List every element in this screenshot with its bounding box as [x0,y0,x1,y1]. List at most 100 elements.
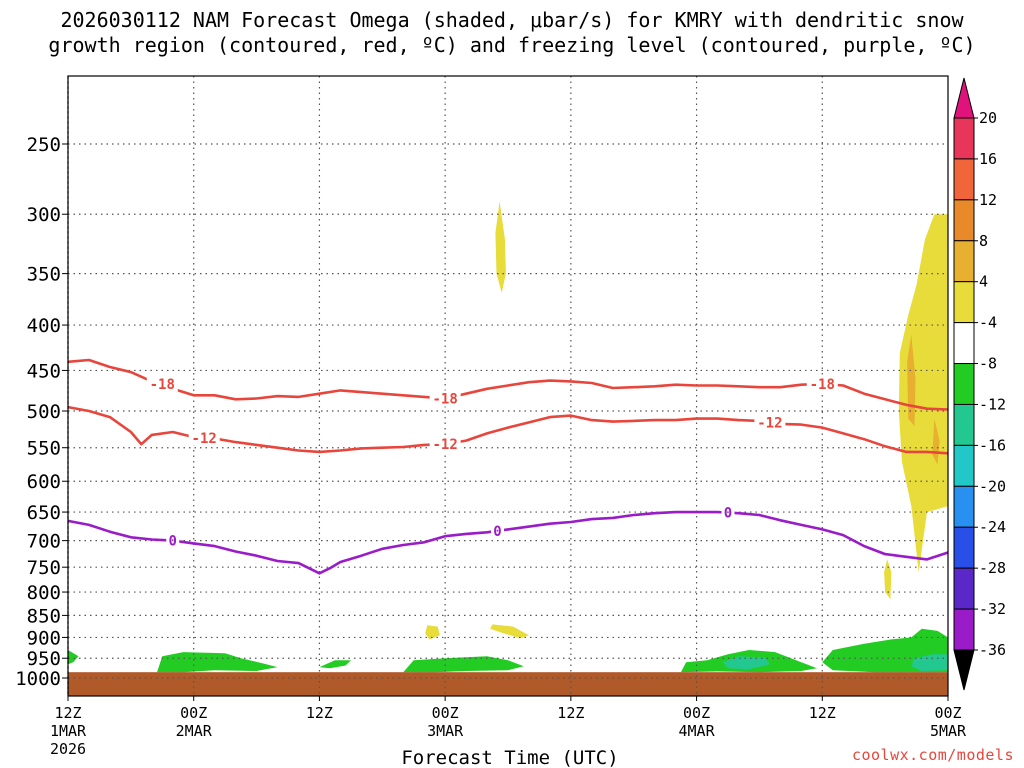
xtick-label-24: 12Z [306,704,333,722]
yellow-cell-upper [495,201,506,293]
xtick-label-12: 00Z [180,704,207,722]
dgz-upper-minus18-label-1: -18 [432,391,457,407]
colorbar-swatch-4 [953,281,975,324]
dgz-lower-minus12-label-bg-2 [754,414,786,431]
colorbar-swatch-5 [953,322,975,365]
xtick-date-12: 2MAR [176,722,213,740]
dgz-upper-minus18-label-bg-2 [806,375,838,392]
xtick-label-48: 12Z [557,704,584,722]
colorbar-label-13: -36 [979,641,1006,659]
colorbar-label-7: -12 [979,395,1006,413]
dgz-lower-minus12-label-2: -12 [757,415,782,431]
dgz-upper-minus18-label-bg-0 [146,375,178,392]
source-credit: coolwx.com/models [851,746,1014,764]
contour-layer: -18 -18 -18 -12 -12 -12 0 0 0 [67,358,949,575]
ytick-label-800: 800 [27,582,61,604]
colorbar-label-3: 8 [979,232,988,250]
dgz-lower-minus12-label-1: -12 [432,437,457,453]
colorbar-swatch-10 [953,526,975,569]
ytick-label-550: 550 [27,438,61,460]
xtick-label-84: 00Z [934,704,961,722]
ytick-label-1000: 1000 [15,668,61,690]
colorbar-label-1: 16 [979,150,997,168]
xtick-label-60: 00Z [683,704,710,722]
ytick-label-750: 750 [27,557,61,579]
dgz-lower-minus12-label-bg-0 [188,429,220,446]
green-low-2 [319,660,351,669]
colorbar-swatch-12 [953,608,975,651]
colorbar-label-9: -20 [979,477,1006,495]
freezing-level-0-label-2: 0 [724,506,732,522]
colorbar-swatch-3 [953,240,975,283]
grid-layer [68,76,948,696]
ground-surface [68,672,948,696]
ytick-label-950: 950 [27,648,61,670]
colorbar-label-11: -28 [979,559,1006,577]
colorbar-swatch-2 [953,199,975,242]
ytick-label-500: 500 [27,401,61,423]
colorbar-label-10: -24 [979,518,1006,536]
ytick-label-350: 350 [27,264,61,286]
colorbar-top-arrow [953,77,975,119]
xtick-date-60: 4MAR [679,722,716,740]
xtick-date-36: 3MAR [427,722,464,740]
yellow-small-right [884,559,892,600]
dgz-upper-minus18-label-bg-1 [429,390,461,407]
ytick-label-250: 250 [27,134,61,156]
green-low-3 [403,656,524,673]
xtick-date-84: 5MAR [930,722,967,740]
freezing-level-0-label-1: 0 [493,524,501,540]
orange-streak [907,334,916,427]
green-low-left [68,650,79,665]
chart-title-line1: 2026030112 NAM Forecast Omega (shaded, μ… [60,8,964,32]
ytick-label-650: 650 [27,502,61,524]
dgz-lower-minus12-label-bg-1 [429,436,461,453]
xtick-label-72: 12Z [809,704,836,722]
ground-layer [68,672,948,696]
ytick-label-700: 700 [27,531,61,553]
freezing-level-0-label-bg-0 [166,532,180,549]
omega-shading-layer [68,201,948,673]
dgz-lower-minus12-label-0: -12 [192,431,217,447]
x-axis-title: Forecast Time (UTC) [401,747,618,768]
colorbar-label-5: -4 [979,314,997,332]
ytick-label-850: 850 [27,605,61,627]
ytick-label-900: 900 [27,627,61,649]
colorbar-swatch-8 [953,444,975,487]
colorbar-swatch-11 [953,567,975,610]
ytick-label-450: 450 [27,360,61,382]
colorbar-swatch-7 [953,403,975,446]
yellow-blob-900b [490,624,529,639]
colorbar-swatch-0 [953,117,975,160]
freezing-level-0-label-bg-2 [721,504,735,521]
teal-low-5 [911,654,948,671]
colorbar-label-12: -32 [979,600,1006,618]
teal-low-4 [722,656,770,670]
freezing-level-0-label-0: 0 [169,534,177,550]
yellow-band-right [898,214,948,573]
colorbar-swatch-9 [953,485,975,528]
colorbar-label-6: -8 [979,355,997,373]
green-low-1 [157,652,278,673]
chart-title-line2: growth region (contoured, red, ºC) and f… [48,33,976,57]
colorbar-swatch-1 [953,158,975,201]
yellow-blob-900a [425,625,440,640]
colorbar-swatch-6 [953,363,975,405]
freezing-level-0-line [67,510,949,575]
xtick-label-36: 00Z [432,704,459,722]
dgz-upper-minus18-line [67,358,949,411]
colorbar-label-4: 4 [979,273,988,291]
colorbar-label-8: -16 [979,436,1006,454]
ytick-label-300: 300 [27,204,61,226]
ytick-label-600: 600 [27,471,61,493]
dgz-upper-minus18-label-0: -18 [150,377,175,393]
colorbar: 20 16 12 8 4 -4 -8 -12 -16 -20 -24 -28 -32 -36 [953,77,1006,691]
plot-frame [67,75,949,697]
colorbar-bottom-arrow [953,649,975,691]
xtick-label-0: 12Z [54,704,81,722]
colorbar-label-0: 20 [979,109,997,127]
colorbar-label-2: 12 [979,191,997,209]
xtick-year-0: 2026 [50,740,86,758]
xtick-date-0: 1MAR [50,722,87,740]
